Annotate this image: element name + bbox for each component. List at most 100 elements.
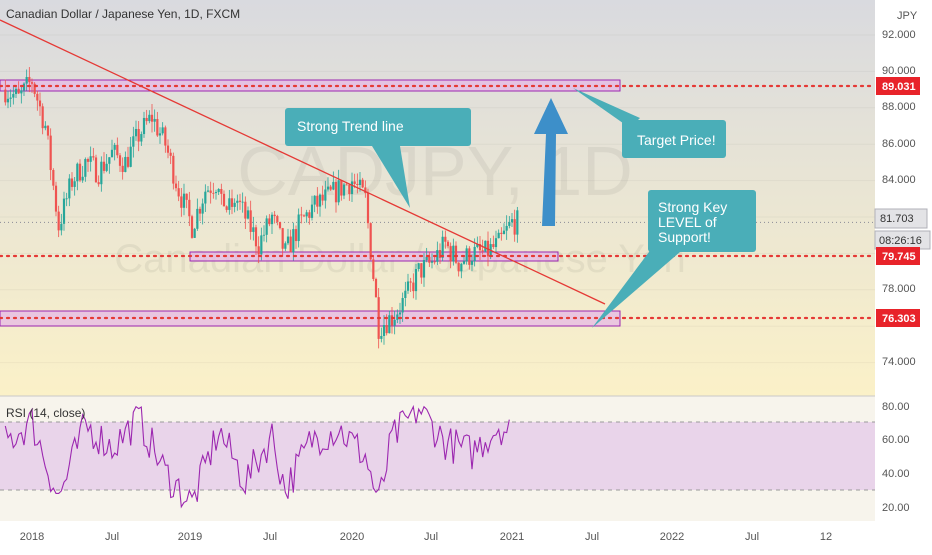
candle-body [465, 248, 468, 262]
candle-body [452, 245, 455, 262]
candle-body [260, 235, 263, 255]
candle-body [214, 192, 218, 194]
time-label-2022: 2022 [660, 531, 684, 543]
candle-body [388, 315, 391, 334]
candle-body [457, 262, 460, 272]
candle-body [150, 114, 154, 122]
candle-body [249, 210, 252, 232]
candle-body [110, 149, 114, 158]
candle-body [286, 236, 290, 244]
candle-body [289, 236, 292, 253]
price-label-box-79745 [876, 247, 920, 265]
candle-body [382, 325, 386, 336]
candle-body [233, 202, 236, 207]
candle-body [54, 185, 58, 212]
target-arrow[interactable] [534, 98, 568, 226]
candle-body [406, 281, 410, 291]
candle-body [236, 200, 239, 203]
candle-body [268, 218, 271, 225]
candle-body [102, 161, 106, 171]
candle-body [105, 163, 108, 171]
candle-body [65, 198, 68, 200]
candle-body [441, 236, 444, 258]
candle-body [345, 184, 348, 186]
rsi-tick-20: 20.00 [882, 502, 910, 514]
candle-body [73, 181, 76, 187]
candle-body [257, 246, 260, 255]
candle-body [204, 191, 207, 204]
candlestick-series [4, 67, 519, 349]
candle-body [132, 136, 135, 147]
candle-body [180, 196, 183, 208]
candle-body [444, 236, 447, 242]
candle-body [36, 93, 39, 101]
price-tick-88: 88.000 [882, 101, 916, 113]
candle-body [30, 82, 34, 84]
candle-body [361, 179, 364, 188]
callout-target-price[interactable]: Target Price! [573, 88, 726, 158]
candle-body [244, 201, 247, 219]
candle-body [502, 230, 506, 234]
candle-body [273, 214, 276, 217]
candle-body [321, 194, 324, 201]
candle-body [84, 159, 87, 177]
candle-body [454, 245, 458, 263]
candle-body [500, 232, 503, 234]
candle-body [201, 203, 204, 214]
candle-body [166, 145, 170, 153]
time-label-jul-2019: Jul [263, 531, 277, 543]
candle-body [86, 159, 90, 162]
countdown-label: 08:26:16 [879, 235, 922, 247]
candle-body [134, 128, 138, 137]
candle-body [510, 219, 514, 223]
candle-body [76, 163, 79, 182]
candle-body [241, 201, 244, 203]
candle-body [350, 181, 354, 195]
candle-body [182, 193, 186, 208]
callout-trend-line[interactable]: Strong Trend line [285, 108, 471, 208]
candle-body [17, 88, 20, 94]
candle-body [356, 183, 359, 185]
candle-body [193, 228, 196, 238]
candle-body [462, 261, 466, 264]
candle-body [497, 232, 500, 239]
candle-body [81, 176, 84, 181]
candle-body [460, 263, 463, 272]
candle-body [116, 144, 119, 156]
candle-body [185, 193, 188, 200]
trend-line[interactable] [0, 19, 606, 305]
candle-body [433, 261, 436, 263]
current-price-box [874, 208, 928, 229]
candle-body [476, 244, 479, 247]
candle-body [254, 227, 258, 247]
callout-support[interactable]: Strong Key LEVEL of Support! [592, 190, 756, 328]
candle-body [292, 229, 295, 253]
rsi-band [0, 422, 875, 490]
candle-body [172, 155, 175, 184]
candle-body [492, 244, 495, 248]
candle-body [228, 198, 231, 210]
candle-body [478, 244, 482, 251]
candle-body [158, 133, 162, 136]
candle-body [230, 198, 234, 207]
candle-body [348, 184, 351, 195]
callout-target-price-text: Target Price! [637, 132, 716, 148]
candle-body [484, 240, 487, 252]
candle-body [118, 155, 122, 166]
price-label-box-89031 [876, 77, 920, 95]
candle-body [198, 208, 202, 214]
time-axis: 2018 Jul 2019 Jul 2020 Jul 2021 Jul 2022… [20, 531, 832, 543]
rsi-label: RSI (14, close) [6, 406, 85, 420]
candle-body [417, 263, 420, 270]
candle-body [209, 190, 212, 193]
callout-trend-line-text: Strong Trend line [297, 118, 404, 134]
price-label-79745: 79.745 [882, 251, 916, 263]
candle-body [161, 127, 164, 134]
candle-body [121, 165, 124, 172]
candle-body [396, 314, 399, 320]
candle-body [316, 195, 319, 207]
candle-body [62, 198, 66, 224]
candle-body [68, 178, 71, 199]
